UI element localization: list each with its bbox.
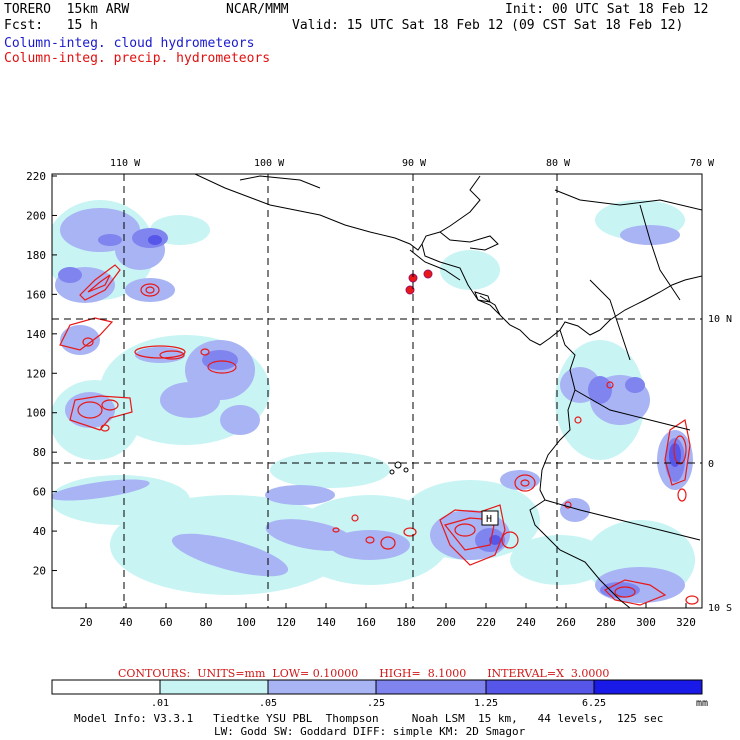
lon-label: 90 W <box>402 158 427 169</box>
y-tick-label: 60 <box>33 486 46 499</box>
y-tick-label: 200 <box>26 209 46 222</box>
y-axis-ticks: 220 200 180 160 140 120 100 80 60 40 20 <box>26 170 57 578</box>
y-tick-label: 80 <box>33 446 46 459</box>
lon-labels: 110 W 100 W 90 W 80 W 70 W <box>110 158 715 169</box>
precip-contours <box>59 264 699 606</box>
colorbar-unit: mm <box>696 698 708 709</box>
colorbar-swatch <box>593 679 703 695</box>
x-tick-label: 180 <box>396 616 416 629</box>
lat-label: 10 N <box>708 314 732 325</box>
colorbar-swatch <box>485 679 595 695</box>
y-tick-label: 100 <box>26 407 46 420</box>
y-tick-label: 220 <box>26 170 46 183</box>
y-tick-label: 140 <box>26 328 46 341</box>
y-tick-label: 180 <box>26 249 46 262</box>
y-tick-label: 20 <box>33 565 46 578</box>
colorbar-label: .05 <box>259 698 277 709</box>
x-tick-label: 240 <box>516 616 536 629</box>
x-tick-label: 20 <box>79 616 92 629</box>
x-tick-label: 60 <box>159 616 172 629</box>
lat-labels: 10 N 0 10 S <box>708 314 732 614</box>
lon-label: 80 W <box>546 158 571 169</box>
lat-label: 10 S <box>708 603 732 614</box>
colorbar-swatch <box>267 679 377 695</box>
colorbar-swatch <box>51 679 161 695</box>
legend-precip: Column-integ. precip. hydrometeors <box>4 51 271 66</box>
colorbar-label: 1.25 <box>474 698 498 709</box>
colorbar-swatch <box>159 679 269 695</box>
model-info-line2: LW: Godd SW: Goddard DIFF: simple KM: 2D… <box>214 725 526 738</box>
x-tick-label: 200 <box>436 616 456 629</box>
high-marker: H <box>486 514 492 525</box>
colorbar-label: .01 <box>151 698 169 709</box>
model-title: TORERO 15km ARW <box>4 2 130 17</box>
model-info-line1: Model Info: V3.3.1 Tiedtke YSU PBL Thomp… <box>74 712 664 725</box>
contour-info: CONTOURS: UNITS=mm LOW= 0.10000 HIGH= 8.… <box>118 667 610 680</box>
forecast-hour: Fcst: 15 h <box>4 18 98 33</box>
lon-label: 100 W <box>254 158 285 169</box>
x-tick-label: 100 <box>236 616 256 629</box>
high-marker-box <box>481 510 499 526</box>
x-tick-label: 280 <box>596 616 616 629</box>
init-time: Init: 00 UTC Sat 18 Feb 12 <box>505 2 709 17</box>
valid-time: Valid: 15 UTC Sat 18 Feb 12 (09 CST Sat … <box>292 18 684 33</box>
y-tick-label: 160 <box>26 288 46 301</box>
colorbar-label: .25 <box>367 698 385 709</box>
lat-label: 0 <box>708 459 714 470</box>
y-tick-label: 120 <box>26 367 46 380</box>
x-tick-label: 140 <box>316 616 336 629</box>
x-tick-label: 320 <box>676 616 696 629</box>
x-tick-label: 120 <box>276 616 296 629</box>
x-tick-label: 80 <box>199 616 212 629</box>
x-tick-label: 260 <box>556 616 576 629</box>
coastlines <box>194 174 702 608</box>
cloud-shading <box>52 200 695 603</box>
x-tick-label: 40 <box>119 616 132 629</box>
y-tick-label: 40 <box>33 525 46 538</box>
lon-label: 110 W <box>110 158 141 169</box>
plot-frame <box>51 173 703 609</box>
latlon-grid <box>52 174 702 608</box>
x-axis-ticks: 20 40 60 80 100 120 140 160 180 200 220 240 260 280 30… <box>79 603 696 629</box>
colorbar-swatch <box>375 679 487 695</box>
lon-label: 70 W <box>690 158 715 169</box>
colorbar-label: 6.25 <box>582 698 606 709</box>
x-tick-label: 300 <box>636 616 656 629</box>
legend-cloud: Column-integ. cloud hydrometeors <box>4 36 255 51</box>
x-tick-label: 160 <box>356 616 376 629</box>
x-tick-label: 220 <box>476 616 496 629</box>
colorbar: .01 .05 .25 1.25 6.25 mm <box>51 679 708 709</box>
center-title: NCAR/MMM <box>226 2 289 17</box>
